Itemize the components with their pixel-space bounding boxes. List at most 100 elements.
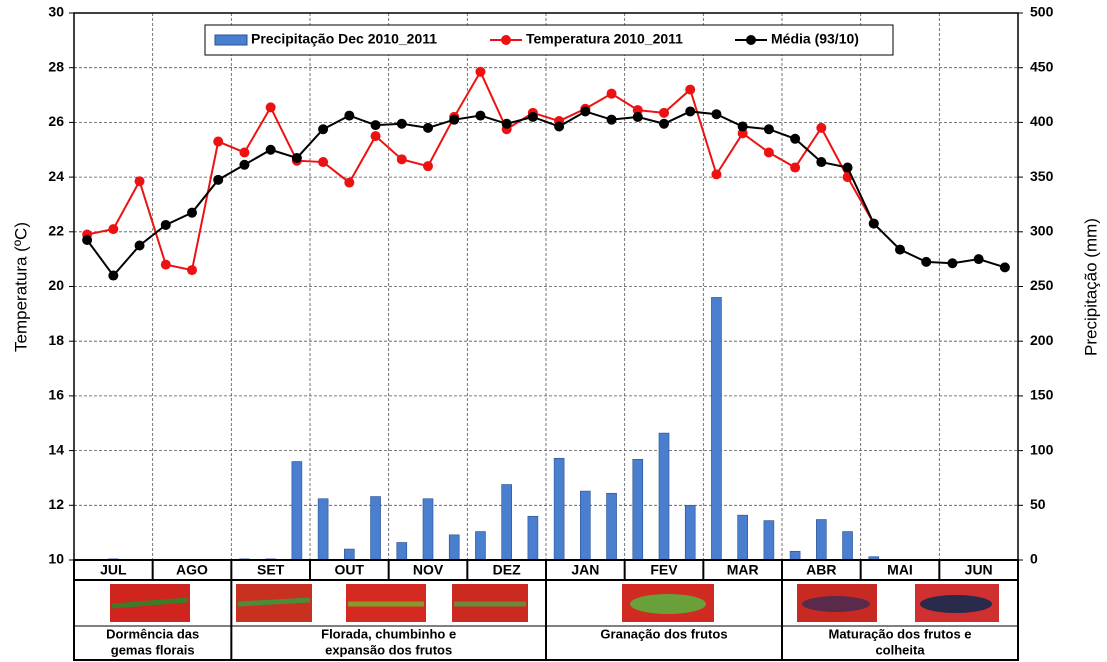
month-label: AGO: [176, 562, 208, 578]
marker: [764, 147, 774, 157]
marker: [764, 124, 774, 134]
marker: [869, 219, 879, 229]
marker: [397, 154, 407, 164]
marker: [423, 161, 433, 171]
legend-marker: [501, 35, 511, 45]
bar: [554, 458, 564, 560]
bar: [423, 499, 433, 560]
marker: [790, 134, 800, 144]
marker: [449, 115, 459, 125]
month-label: MAI: [887, 562, 913, 578]
y2-tick-label: 450: [1030, 58, 1054, 74]
y2-tick-label: 250: [1030, 277, 1054, 293]
marker: [213, 175, 223, 185]
bar: [371, 497, 381, 560]
month-label: DEZ: [493, 562, 521, 578]
y-tick-label: 26: [48, 113, 64, 129]
marker: [187, 208, 197, 218]
marker: [82, 235, 92, 245]
marker: [633, 112, 643, 122]
bar: [502, 485, 512, 560]
legend-label: Média (93/10): [771, 31, 859, 47]
month-label: OUT: [335, 562, 365, 578]
marker: [292, 153, 302, 163]
marker: [607, 89, 617, 99]
y-tick-label: 20: [48, 277, 64, 293]
legend-swatch: [215, 35, 247, 45]
marker: [213, 137, 223, 147]
month-label: ABR: [806, 562, 836, 578]
month-label: MAR: [727, 562, 759, 578]
bar: [344, 549, 354, 560]
stage-label: Dormência das: [106, 626, 199, 641]
marker: [344, 178, 354, 188]
y2-tick-label: 50: [1030, 496, 1046, 512]
marker: [475, 111, 485, 121]
bar: [292, 462, 302, 560]
bar: [711, 297, 721, 560]
marker: [239, 160, 249, 170]
marker: [266, 145, 276, 155]
y2-axis-label: Precipitação (mm): [1081, 218, 1100, 356]
marker: [266, 102, 276, 112]
y-tick-label: 28: [48, 58, 64, 74]
y-tick-label: 16: [48, 387, 64, 403]
y2-tick-label: 200: [1030, 332, 1054, 348]
y2-tick-label: 150: [1030, 387, 1054, 403]
bar: [843, 532, 853, 560]
marker: [895, 245, 905, 255]
y-tick-label: 18: [48, 332, 64, 348]
stage-label: Granação dos frutos: [600, 626, 727, 641]
marker: [161, 220, 171, 230]
marker: [554, 122, 564, 132]
marker: [790, 163, 800, 173]
month-label: SET: [257, 562, 285, 578]
marker: [921, 257, 931, 267]
marker: [711, 169, 721, 179]
marker: [659, 119, 669, 129]
marker: [685, 106, 695, 116]
marker: [528, 112, 538, 122]
bar: [816, 520, 826, 560]
bar: [318, 499, 328, 560]
y2-tick-label: 0: [1030, 551, 1038, 567]
marker: [318, 157, 328, 167]
marker: [1000, 262, 1010, 272]
y2-tick-label: 350: [1030, 168, 1054, 184]
y-tick-label: 22: [48, 223, 64, 239]
marker: [135, 176, 145, 186]
marker: [423, 123, 433, 133]
marker: [344, 111, 354, 121]
bar: [397, 542, 407, 560]
month-label: JUL: [100, 562, 127, 578]
marker: [580, 106, 590, 116]
stage-label: Maturação dos frutos e: [828, 626, 971, 641]
y-tick-label: 12: [48, 496, 64, 512]
marker: [371, 131, 381, 141]
marker: [843, 163, 853, 173]
y-tick-label: 30: [48, 4, 64, 20]
stage-label: Florada, chumbinho e: [321, 626, 456, 641]
bar: [790, 551, 800, 560]
stage-label: expansão dos frutos: [325, 642, 452, 657]
stage-label: colheita: [875, 642, 925, 657]
marker: [738, 122, 748, 132]
marker: [108, 224, 118, 234]
marker: [239, 147, 249, 157]
marker: [135, 240, 145, 250]
marker: [685, 85, 695, 95]
month-label: FEV: [650, 562, 678, 578]
y-tick-label: 10: [48, 551, 64, 567]
bar: [580, 491, 590, 560]
marker: [397, 119, 407, 129]
line: [87, 72, 874, 270]
marker: [816, 157, 826, 167]
y2-tick-label: 300: [1030, 223, 1054, 239]
marker: [108, 271, 118, 281]
marker: [974, 254, 984, 264]
marker: [711, 109, 721, 119]
stage-label: gemas florais: [111, 642, 195, 657]
marker: [659, 108, 669, 118]
marker: [161, 260, 171, 270]
bar: [685, 505, 695, 560]
